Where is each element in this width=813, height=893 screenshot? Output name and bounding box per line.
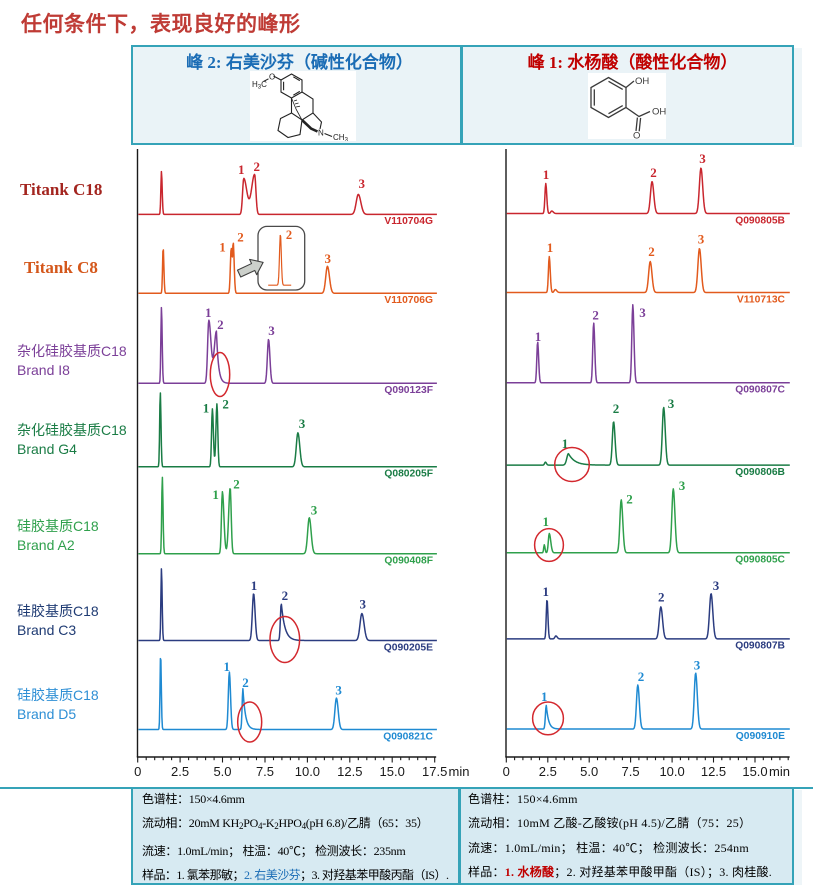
svg-text:10.0: 10.0 — [659, 764, 684, 779]
svg-text:OH: OH — [652, 107, 666, 118]
svg-text:1: 1 — [238, 162, 245, 177]
svg-text:1: 1 — [223, 659, 230, 674]
svg-text:O: O — [633, 131, 640, 140]
svg-text:1: 1 — [212, 487, 219, 502]
svg-text:1: 1 — [562, 436, 569, 451]
svg-text:2: 2 — [233, 477, 240, 492]
svg-text:2: 2 — [222, 397, 229, 412]
svg-text:15.0: 15.0 — [380, 764, 405, 779]
svg-text:CH3: CH3 — [333, 133, 349, 141]
svg-text:Q090805C: Q090805C — [735, 555, 785, 566]
svg-text:12.5: 12.5 — [701, 764, 726, 779]
svg-text:1: 1 — [205, 305, 212, 320]
svg-text:1: 1 — [219, 240, 226, 255]
svg-text:3: 3 — [299, 416, 306, 431]
svg-text:2: 2 — [242, 675, 249, 690]
svg-text:1: 1 — [535, 329, 542, 344]
svg-text:0: 0 — [134, 764, 141, 779]
svg-text:3: 3 — [698, 232, 705, 247]
svg-text:3: 3 — [311, 503, 318, 518]
svg-text:Q090910E: Q090910E — [736, 731, 785, 742]
svg-text:2: 2 — [254, 159, 261, 174]
svg-text:H3C: H3C — [252, 80, 267, 91]
svg-text:2: 2 — [650, 165, 657, 180]
svg-text:2.5: 2.5 — [171, 764, 189, 779]
svg-text:5.0: 5.0 — [580, 764, 598, 779]
svg-text:V110704G: V110704G — [384, 216, 433, 227]
svg-text:2: 2 — [282, 588, 289, 603]
svg-text:3: 3 — [335, 683, 342, 698]
svg-text:3: 3 — [694, 658, 701, 673]
svg-text:2: 2 — [237, 230, 244, 245]
svg-text:2: 2 — [658, 590, 665, 605]
svg-text:2: 2 — [638, 669, 645, 684]
svg-text:N: N — [318, 129, 324, 138]
svg-text:Q080205F: Q080205F — [384, 469, 433, 480]
svg-text:2: 2 — [613, 401, 620, 416]
svg-text:12.5: 12.5 — [337, 764, 362, 779]
svg-text:OH: OH — [635, 76, 649, 87]
svg-text:10.0: 10.0 — [295, 764, 320, 779]
svg-text:3: 3 — [268, 323, 275, 338]
svg-text:Q090821C: Q090821C — [383, 731, 433, 742]
svg-text:min: min — [769, 764, 790, 779]
svg-text:min: min — [449, 764, 470, 779]
svg-text:0: 0 — [503, 764, 510, 779]
svg-text:15.0: 15.0 — [742, 764, 767, 779]
svg-text:3: 3 — [360, 597, 367, 612]
svg-text:2: 2 — [217, 317, 224, 332]
svg-text:1: 1 — [543, 514, 550, 529]
svg-text:1: 1 — [203, 401, 210, 416]
svg-text:2: 2 — [592, 308, 599, 323]
svg-text:5.0: 5.0 — [213, 764, 231, 779]
svg-text:17.5: 17.5 — [422, 764, 447, 779]
svg-text:O: O — [269, 73, 275, 82]
svg-text:3: 3 — [713, 578, 720, 593]
svg-text:7.5: 7.5 — [256, 764, 274, 779]
svg-text:3: 3 — [639, 305, 646, 320]
svg-text:3: 3 — [668, 396, 675, 411]
svg-text:Q090123F: Q090123F — [384, 385, 433, 396]
svg-text:7.5: 7.5 — [622, 764, 640, 779]
svg-text:Q090805B: Q090805B — [735, 215, 785, 226]
svg-text:Q090806B: Q090806B — [735, 467, 785, 478]
svg-text:Q090807C: Q090807C — [735, 385, 785, 396]
svg-text:1: 1 — [541, 689, 548, 704]
svg-text:1: 1 — [543, 167, 550, 182]
svg-text:2: 2 — [286, 228, 292, 242]
svg-text:1: 1 — [251, 578, 258, 593]
svg-text:3: 3 — [359, 176, 366, 191]
svg-text:2: 2 — [648, 244, 655, 259]
svg-text:1: 1 — [547, 240, 554, 255]
svg-text:2.5: 2.5 — [539, 764, 557, 779]
svg-text:V110713C: V110713C — [737, 294, 786, 305]
svg-text:3: 3 — [679, 478, 686, 493]
svg-text:2: 2 — [626, 492, 633, 507]
svg-text:1: 1 — [543, 584, 550, 599]
svg-text:3: 3 — [325, 251, 332, 266]
svg-text:Q090205E: Q090205E — [384, 642, 433, 653]
svg-text:V110706G: V110706G — [384, 295, 433, 306]
svg-text:Q090408F: Q090408F — [384, 556, 433, 567]
svg-text:3: 3 — [699, 151, 706, 166]
svg-text:Q090807B: Q090807B — [735, 641, 785, 652]
